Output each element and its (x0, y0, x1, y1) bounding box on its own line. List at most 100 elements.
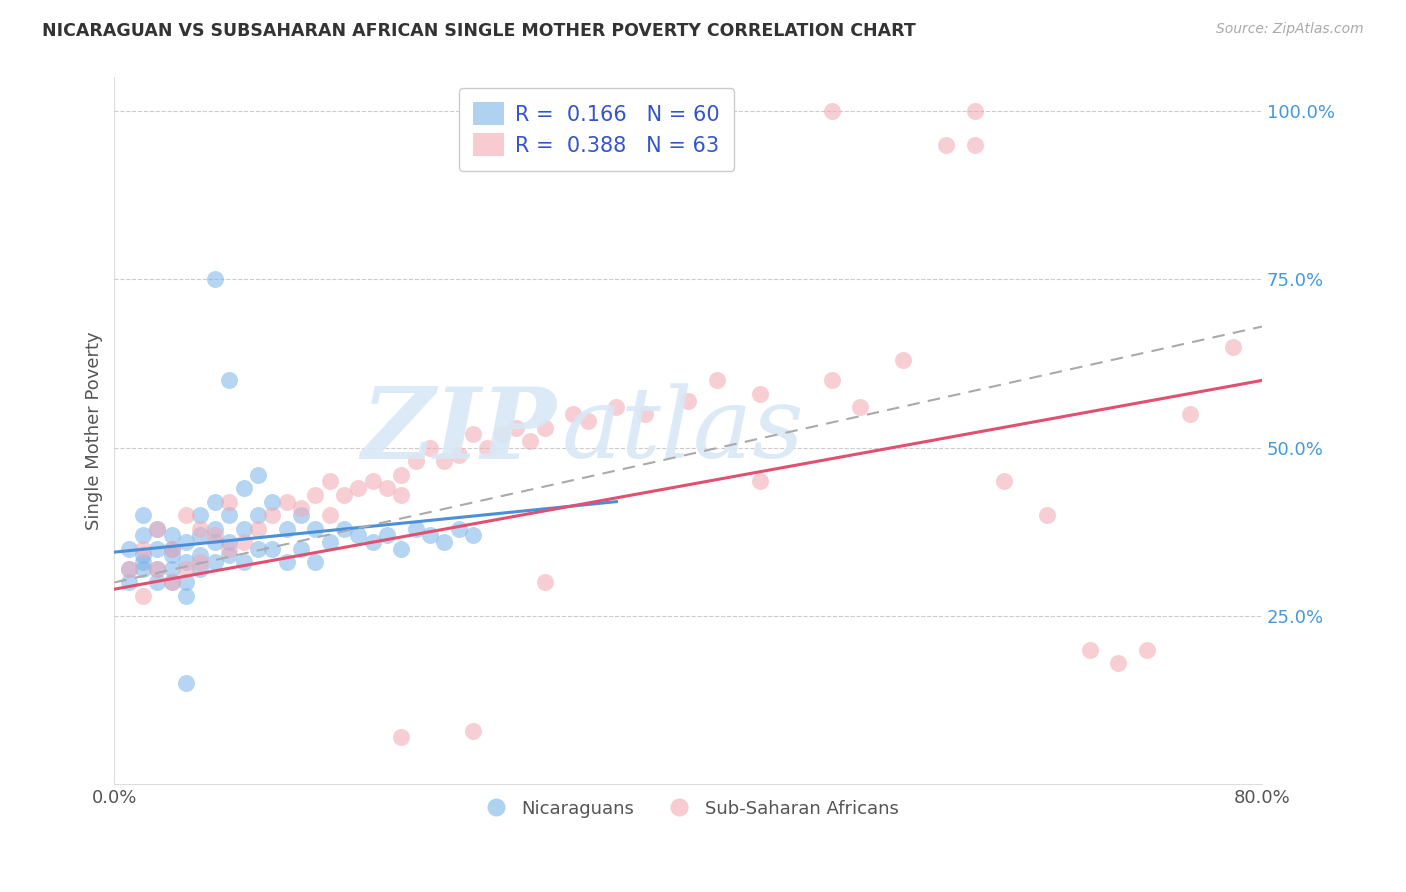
Point (204, 528, 226, 542)
Point (160, 549, 183, 563)
Point (160, 562, 183, 576)
Point (389, 467, 412, 482)
Point (276, 494, 298, 508)
Point (276, 522, 298, 536)
Point (190, 562, 212, 576)
Point (361, 535, 384, 549)
Point (1035, 508, 1057, 522)
Point (935, 137, 957, 152)
Point (993, 475, 1015, 489)
Point (389, 731, 412, 745)
Point (891, 353, 914, 368)
Point (634, 407, 657, 421)
Text: NICARAGUAN VS SUBSAHARAN AFRICAN SINGLE MOTHER POVERTY CORRELATION CHART: NICARAGUAN VS SUBSAHARAN AFRICAN SINGLE … (42, 22, 915, 40)
Point (262, 508, 284, 522)
Text: ZIP: ZIP (361, 383, 557, 479)
Point (204, 535, 226, 549)
Point (318, 535, 340, 549)
Point (389, 488, 412, 502)
Point (405, 454, 427, 468)
Point (605, 401, 627, 415)
Point (262, 541, 284, 556)
Point (132, 555, 155, 569)
Point (405, 522, 427, 536)
Point (433, 454, 456, 468)
Point (447, 448, 470, 462)
Point (118, 541, 141, 556)
Point (461, 723, 484, 738)
Point (190, 522, 212, 536)
Point (218, 535, 240, 549)
Point (204, 522, 226, 536)
Point (419, 528, 441, 542)
Point (218, 541, 240, 556)
Point (1180, 407, 1202, 421)
Point (190, 528, 212, 542)
Point (820, 373, 842, 387)
Point (146, 562, 169, 576)
Point (304, 555, 326, 569)
Point (290, 541, 312, 556)
Point (820, 104, 842, 119)
Point (232, 522, 254, 536)
Point (461, 528, 484, 542)
Point (461, 427, 484, 442)
Point (1107, 657, 1129, 671)
Point (146, 562, 169, 576)
Point (132, 562, 155, 576)
Text: Source: ZipAtlas.com: Source: ZipAtlas.com (1216, 22, 1364, 37)
Point (160, 528, 183, 542)
Point (419, 441, 441, 455)
Text: atlas: atlas (562, 384, 804, 479)
Point (447, 522, 470, 536)
Point (218, 508, 240, 522)
Point (174, 555, 197, 569)
Point (533, 420, 555, 434)
Point (160, 541, 183, 556)
Point (290, 501, 312, 516)
Point (505, 420, 527, 434)
Point (118, 562, 141, 576)
Point (160, 575, 183, 590)
Point (361, 475, 384, 489)
Point (232, 481, 254, 495)
Point (246, 467, 269, 482)
Legend: Nicaraguans, Sub-Saharan Africans: Nicaraguans, Sub-Saharan Africans (471, 792, 905, 825)
Point (218, 549, 240, 563)
Point (519, 434, 541, 448)
Point (218, 494, 240, 508)
Point (748, 475, 770, 489)
Point (174, 676, 197, 690)
Point (533, 575, 555, 590)
Point (246, 541, 269, 556)
Point (562, 407, 585, 421)
Point (132, 508, 155, 522)
Point (849, 401, 872, 415)
Point (676, 393, 699, 408)
Point (389, 541, 412, 556)
Point (433, 535, 456, 549)
Point (477, 441, 499, 455)
Point (160, 575, 183, 590)
Point (204, 494, 226, 508)
Point (190, 549, 212, 563)
Point (174, 575, 197, 590)
Point (232, 555, 254, 569)
Point (246, 522, 269, 536)
Point (963, 104, 986, 119)
Point (262, 494, 284, 508)
Point (375, 481, 398, 495)
Point (190, 555, 212, 569)
Point (1136, 642, 1159, 657)
Point (1078, 642, 1101, 657)
Point (276, 555, 298, 569)
Point (246, 508, 269, 522)
Point (146, 522, 169, 536)
Point (204, 272, 226, 286)
Point (132, 589, 155, 603)
Point (132, 549, 155, 563)
Point (1222, 340, 1244, 354)
Point (304, 488, 326, 502)
Point (132, 541, 155, 556)
Point (347, 481, 370, 495)
